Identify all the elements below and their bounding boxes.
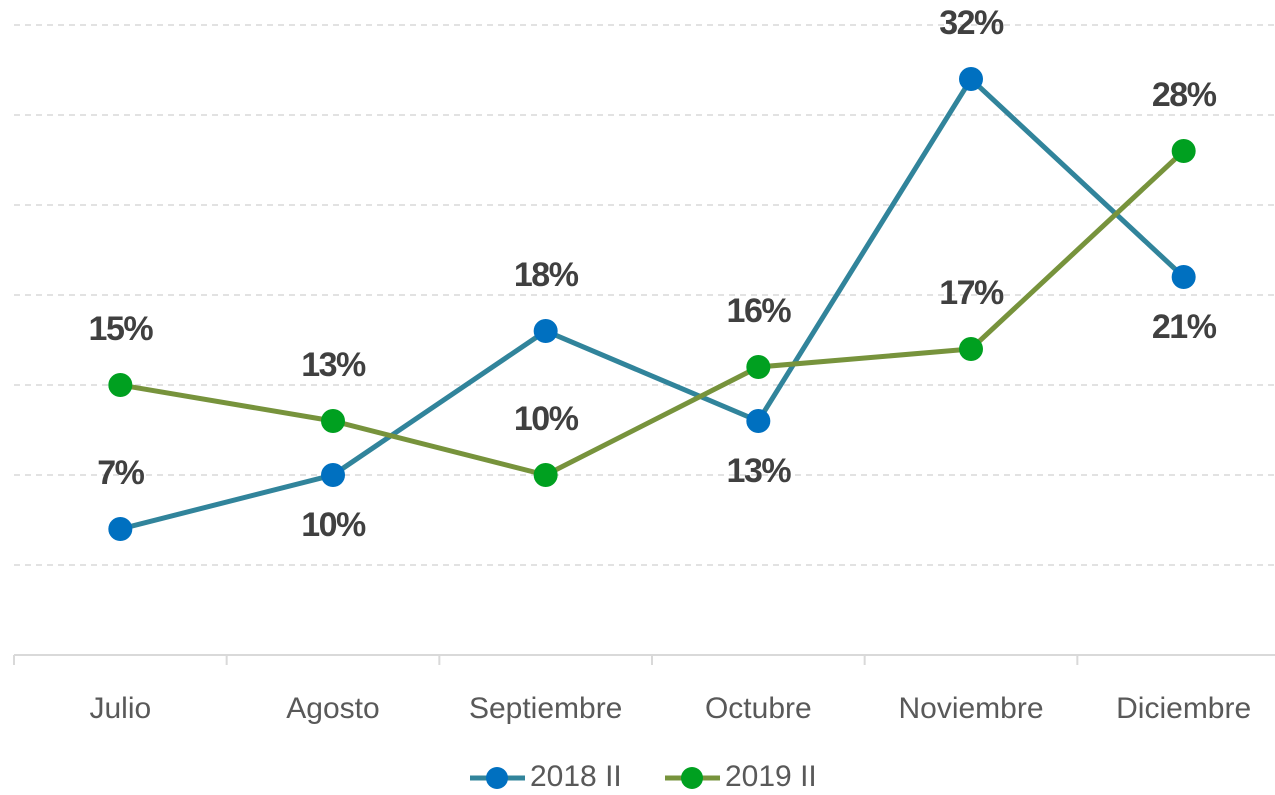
marker [746, 409, 771, 433]
data-label: 13% [727, 452, 792, 490]
data-label: 32% [939, 4, 1004, 42]
data-label: 18% [514, 256, 579, 294]
marker [746, 355, 771, 379]
marker [959, 337, 983, 361]
marker [108, 373, 133, 397]
data-label: 16% [727, 292, 792, 330]
data-label: 21% [1152, 308, 1217, 346]
x-tick-label: Noviembre [898, 692, 1043, 725]
x-tick-label: Diciembre [1116, 692, 1251, 725]
x-tick-label: Julio [89, 692, 151, 725]
marker [533, 463, 558, 487]
marker [1171, 265, 1196, 289]
x-tick-label: Septiembre [469, 692, 622, 725]
x-tick-label: Agosto [286, 692, 379, 725]
data-label: 15% [89, 310, 154, 348]
x-tick-label: Octubre [705, 692, 812, 725]
marker [108, 517, 133, 541]
series-line [119, 149, 1186, 478]
data-label: 10% [514, 400, 579, 438]
legend-label: 2018 II [530, 760, 622, 793]
marker [533, 319, 558, 343]
legend-marker [681, 767, 703, 789]
legend-label: 2019 II [725, 760, 817, 793]
data-label: 28% [1152, 76, 1217, 114]
marker [321, 463, 345, 487]
data-label: 17% [939, 274, 1004, 312]
marker [1171, 139, 1196, 163]
data-label: 13% [301, 346, 366, 384]
marker [321, 409, 345, 433]
data-label: 7% [97, 454, 144, 492]
legend-marker [486, 767, 508, 789]
data-label: 10% [301, 506, 366, 544]
marker [959, 67, 983, 91]
series-line [119, 75, 1186, 532]
